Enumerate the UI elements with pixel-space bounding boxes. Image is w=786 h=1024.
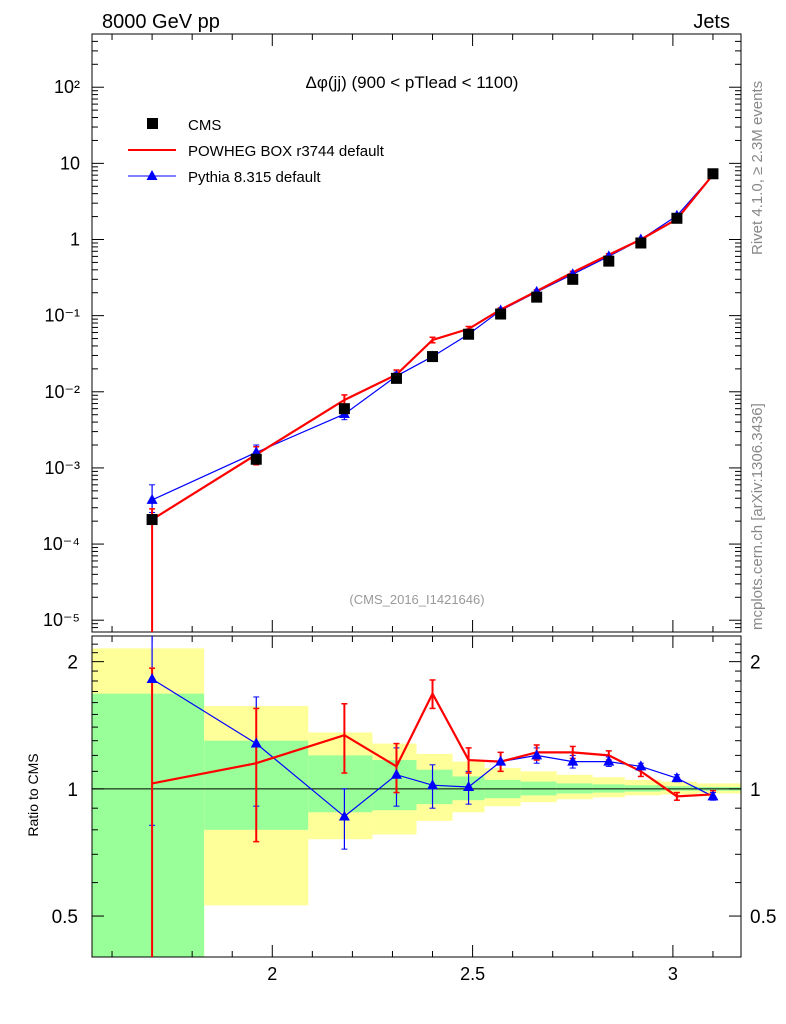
cms-data-point xyxy=(390,372,402,384)
header-left: 8000 GeV pp xyxy=(102,11,220,33)
chart-title: Δφ(jj) (900 < pTlead < 1100) xyxy=(306,73,519,92)
y-tick-label-6: 10 xyxy=(60,153,80,173)
legend-label-cms: CMS xyxy=(188,117,221,134)
cms-data-point xyxy=(338,403,350,415)
legend-label-pythia: Pythia 8.315 default xyxy=(188,169,321,186)
y-tick-label-4: 10⁻¹ xyxy=(44,306,80,326)
legend: CMS POWHEG BOX r3744 default Pythia 8.31… xyxy=(128,117,385,186)
axis-ticks xyxy=(92,33,741,958)
x-tick-label-0: 2 xyxy=(267,964,277,984)
ratio-y-tick-label-left-1: 1 xyxy=(67,780,78,801)
pythia-ratio-marker xyxy=(338,810,350,821)
band-inner-3 xyxy=(372,760,417,811)
mcplots-label: mcplots.cern.ch [arXiv:1306.3436] xyxy=(749,403,766,630)
ratio-y-tick-label-right-0: 0.5 xyxy=(750,907,776,928)
band-inner-2 xyxy=(308,755,373,813)
cms-data-point xyxy=(707,168,719,180)
pythia-ratio-marker xyxy=(250,737,262,748)
x-tick-label-1: 2.5 xyxy=(460,964,485,984)
pythia-ratio-marker xyxy=(495,755,507,766)
legend-label-powheg: POWHEG BOX r3744 default xyxy=(188,143,385,160)
powheg-line xyxy=(151,173,714,521)
cms-data-point xyxy=(603,255,615,267)
ratio-y-tick-label-right-2: 2 xyxy=(750,653,761,674)
cms-data-point xyxy=(250,453,262,465)
x-tick-label-2: 3 xyxy=(668,964,678,984)
ratio-y-axis-label: Ratio to CMS xyxy=(25,753,41,836)
y-tick-label-7: 10² xyxy=(54,77,80,97)
ratio-y-tick-label-left-2: 2 xyxy=(67,653,78,674)
chart-watermark: (CMS_2016_I1421646) xyxy=(349,592,484,607)
data-series xyxy=(146,168,719,957)
cms-data-point xyxy=(146,514,158,526)
band-inner-0 xyxy=(92,693,205,957)
cms-data-point xyxy=(635,237,647,249)
cms-data-point xyxy=(671,212,683,224)
y-tick-label-5: 1 xyxy=(70,230,80,250)
legend-marker-cms xyxy=(147,118,158,129)
ratio-uncertainty-bands xyxy=(92,648,741,957)
header-right: Jets xyxy=(693,11,730,33)
pythia-ratio-marker xyxy=(707,790,719,801)
cms-data-point xyxy=(495,308,507,320)
cms-data-point xyxy=(427,351,439,363)
pythia-ratio-marker xyxy=(390,768,402,779)
y-tick-label-1: 10⁻⁴ xyxy=(43,534,80,554)
pythia-ratio-marker xyxy=(427,779,439,790)
axis-tick-labels: 2 2.5 3 10⁻⁵ 10⁻⁴ 10⁻³ 10⁻² 10⁻¹ 1 10 10² 0.5 0.5 1 1 2… xyxy=(43,77,777,984)
cms-data-point xyxy=(531,291,543,303)
cms-data-point xyxy=(463,328,475,340)
pythia-ratio-marker xyxy=(671,772,683,783)
ratio-y-tick-label-left-0: 0.5 xyxy=(52,907,78,928)
pythia-ratio-marker xyxy=(531,749,543,760)
pythia-ratio-marker xyxy=(635,760,647,771)
y-tick-label-0: 10⁻⁵ xyxy=(43,610,80,630)
cms-data-point xyxy=(567,273,579,285)
pythia-ratio-marker xyxy=(603,755,615,766)
pythia-ratio-marker xyxy=(567,755,579,766)
pythia-ratio-marker xyxy=(146,672,158,683)
pythia-marker xyxy=(146,493,158,504)
ratio-plot-frame xyxy=(91,635,742,958)
y-tick-label-3: 10⁻² xyxy=(44,382,80,402)
legend-marker-pythia xyxy=(146,170,158,180)
rivet-label: Rivet 4.1.0, ≥ 2.3M events xyxy=(749,81,766,255)
y-tick-label-2: 10⁻³ xyxy=(44,458,80,478)
pythia-ratio-marker xyxy=(463,781,475,792)
ratio-y-tick-label-right-1: 1 xyxy=(750,780,761,801)
